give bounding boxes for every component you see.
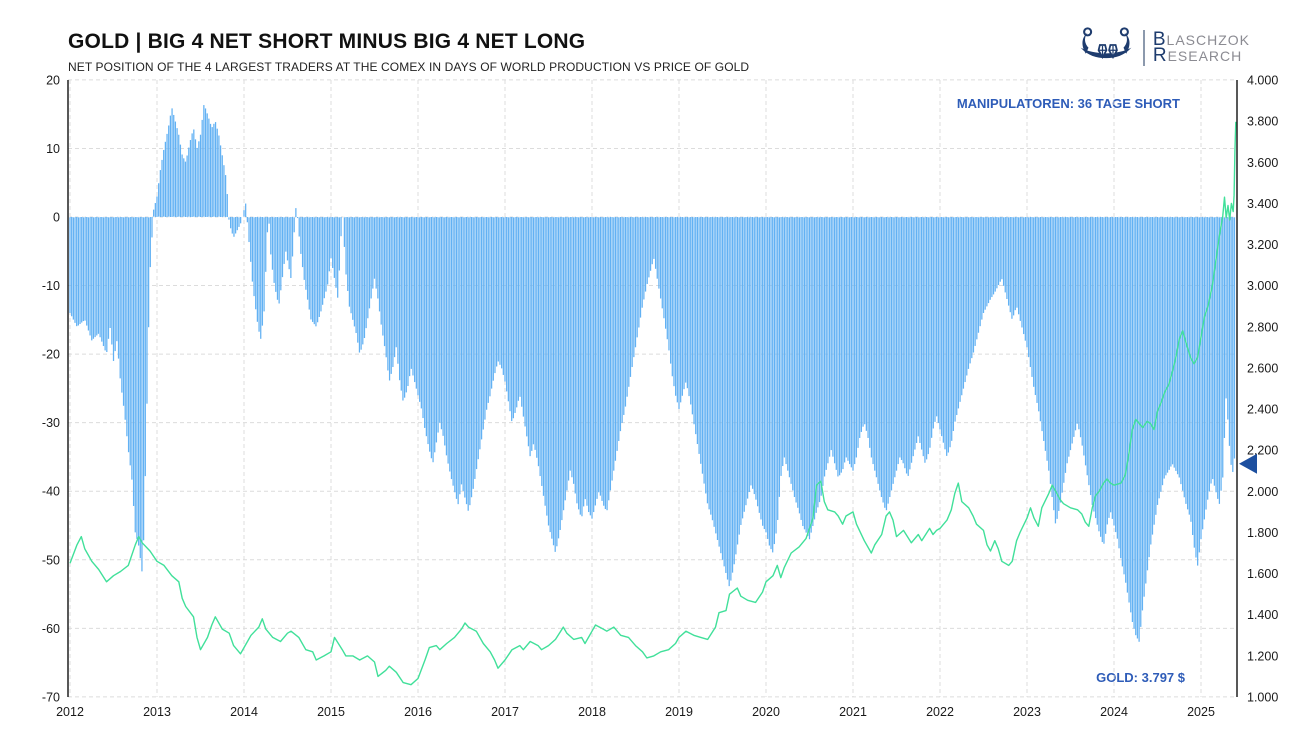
tick-label: 2025 [1187,705,1215,719]
tick-label: 2012 [56,705,84,719]
current-value-marker [1239,453,1257,474]
net-short-bars [69,105,1236,642]
tick-label: 3.000 [1247,279,1278,293]
tick-label: 1.800 [1247,526,1278,540]
tick-label: 3.600 [1247,156,1278,170]
tick-label: 20 [46,73,60,87]
tick-label: 2.600 [1247,361,1278,375]
brand-logo: BLASCHZOK RESEARCH [1077,24,1250,71]
tick-label: 2021 [839,705,867,719]
tick-label: 2017 [491,705,519,719]
brand-name: BLASCHZOK RESEARCH [1152,28,1250,66]
tick-label: 1.000 [1247,691,1278,705]
tick-label: 2014 [230,705,258,719]
tick-label: 3.800 [1247,115,1278,129]
tick-label: 2.400 [1247,403,1278,417]
gold-price-line [69,121,1237,686]
tick-label: 2016 [404,705,432,719]
short-position-annotation: MANIPULATOREN: 36 TAGE SHORT [956,96,1180,111]
tick-label: -50 [42,553,60,567]
gold-price-annotation: GOLD: 3.797 $ [1096,670,1185,685]
tick-label: 2023 [1013,705,1041,719]
tick-label: -60 [42,622,60,636]
tick-label: -40 [42,485,60,499]
tick-label: 2.200 [1247,444,1278,458]
tick-label: 2022 [926,705,954,719]
brand-divider [1142,29,1145,66]
tick-label: 2024 [1100,705,1128,719]
tick-label: 2013 [143,705,171,719]
tick-label: 2018 [578,705,606,719]
tick-label: 2019 [665,705,693,719]
tick-label: 1.400 [1247,608,1278,622]
tick-label: 3.200 [1247,238,1278,252]
tick-label: 2.000 [1247,485,1278,499]
tick-label: 1.200 [1247,649,1278,663]
tick-label: 4.000 [1247,74,1278,88]
tick-label: -20 [42,348,60,362]
tick-label: 2015 [317,705,345,719]
page-subtitle: NET POSITION OF THE 4 LARGEST TRADERS AT… [68,60,750,74]
tick-label: 3.400 [1247,197,1278,211]
tick-label: -10 [42,279,60,293]
page-title: GOLD | BIG 4 NET SHORT MINUS BIG 4 NET L… [68,30,586,53]
tick-label: 1.600 [1247,567,1278,581]
tick-label: -30 [42,416,60,430]
tick-label: 2.800 [1247,320,1278,334]
tick-label: 10 [46,142,60,156]
tick-label: 0 [53,211,60,225]
tick-label: 2020 [752,705,780,719]
tick-label: -70 [42,690,60,704]
viking-ship-icon [1077,24,1135,71]
